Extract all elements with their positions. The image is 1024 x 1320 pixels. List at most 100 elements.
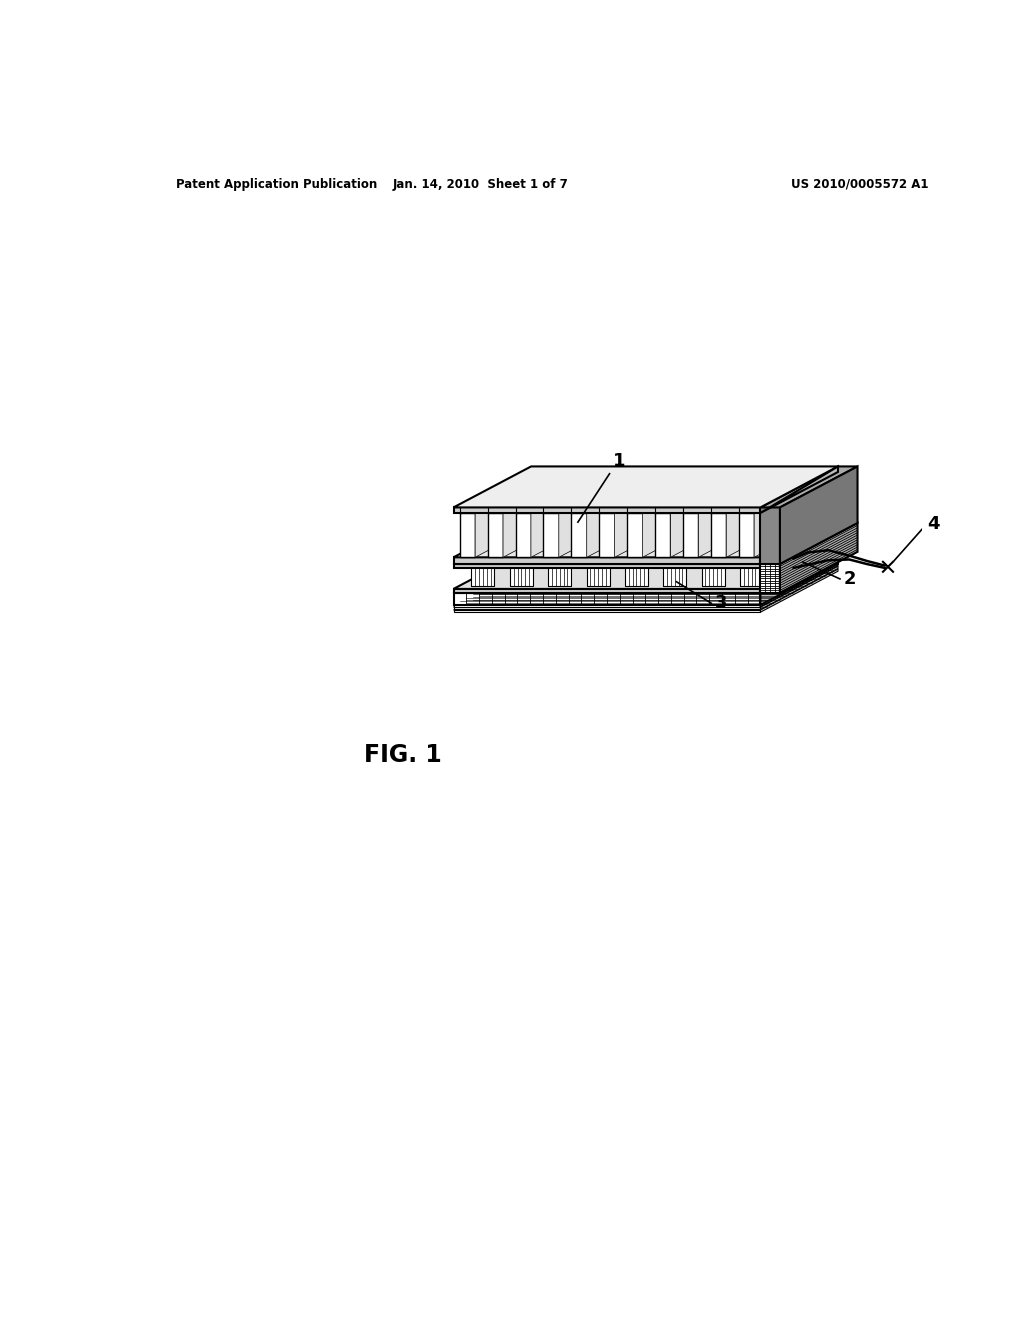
Polygon shape bbox=[587, 565, 609, 586]
Polygon shape bbox=[711, 473, 804, 513]
Polygon shape bbox=[530, 473, 608, 557]
Polygon shape bbox=[544, 473, 637, 513]
Polygon shape bbox=[454, 607, 761, 610]
Polygon shape bbox=[625, 556, 665, 565]
Polygon shape bbox=[498, 543, 538, 550]
Polygon shape bbox=[471, 556, 511, 565]
Polygon shape bbox=[780, 523, 857, 593]
Polygon shape bbox=[761, 507, 780, 564]
Polygon shape bbox=[515, 473, 608, 513]
Polygon shape bbox=[548, 565, 571, 586]
Polygon shape bbox=[651, 543, 690, 550]
Polygon shape bbox=[454, 605, 761, 607]
Polygon shape bbox=[614, 473, 692, 557]
Polygon shape bbox=[587, 556, 627, 565]
Polygon shape bbox=[454, 566, 838, 607]
Polygon shape bbox=[454, 569, 838, 610]
Polygon shape bbox=[754, 528, 794, 537]
Polygon shape bbox=[642, 473, 720, 557]
Polygon shape bbox=[454, 466, 838, 507]
Polygon shape bbox=[761, 523, 838, 568]
Polygon shape bbox=[788, 543, 806, 572]
Polygon shape bbox=[460, 513, 475, 557]
Polygon shape bbox=[561, 528, 601, 537]
Polygon shape bbox=[454, 589, 761, 593]
Polygon shape bbox=[740, 565, 763, 586]
Polygon shape bbox=[738, 473, 831, 513]
Polygon shape bbox=[627, 513, 642, 557]
Polygon shape bbox=[454, 507, 761, 513]
Text: Jan. 14, 2010  Sheet 1 of 7: Jan. 14, 2010 Sheet 1 of 7 bbox=[393, 178, 568, 190]
Polygon shape bbox=[454, 548, 838, 589]
Polygon shape bbox=[600, 528, 640, 537]
Polygon shape bbox=[761, 523, 857, 564]
Polygon shape bbox=[487, 473, 581, 513]
Polygon shape bbox=[454, 593, 761, 605]
Polygon shape bbox=[740, 556, 780, 565]
Polygon shape bbox=[487, 513, 503, 557]
Polygon shape bbox=[780, 466, 857, 564]
Polygon shape bbox=[536, 543, 575, 550]
Polygon shape bbox=[761, 552, 838, 605]
Polygon shape bbox=[655, 513, 671, 557]
Text: FIG. 1: FIG. 1 bbox=[365, 743, 442, 767]
Polygon shape bbox=[510, 556, 550, 565]
Polygon shape bbox=[503, 473, 581, 557]
Polygon shape bbox=[454, 564, 761, 568]
Polygon shape bbox=[761, 466, 857, 507]
Polygon shape bbox=[701, 556, 741, 565]
Polygon shape bbox=[510, 565, 532, 586]
Text: 4: 4 bbox=[927, 515, 939, 533]
Polygon shape bbox=[475, 473, 553, 557]
Polygon shape bbox=[548, 556, 588, 565]
Polygon shape bbox=[638, 528, 678, 537]
Polygon shape bbox=[727, 543, 767, 550]
Polygon shape bbox=[683, 473, 776, 513]
Polygon shape bbox=[689, 543, 729, 550]
Polygon shape bbox=[711, 513, 726, 557]
Polygon shape bbox=[792, 528, 831, 537]
Polygon shape bbox=[671, 473, 748, 557]
Text: 3: 3 bbox=[715, 594, 728, 612]
Polygon shape bbox=[454, 523, 838, 564]
Polygon shape bbox=[454, 557, 761, 564]
Polygon shape bbox=[761, 548, 838, 593]
Polygon shape bbox=[761, 516, 838, 564]
Text: US 2010/0005572 A1: US 2010/0005572 A1 bbox=[791, 178, 928, 190]
Polygon shape bbox=[599, 473, 692, 513]
Polygon shape bbox=[454, 516, 838, 557]
Polygon shape bbox=[664, 565, 686, 586]
Polygon shape bbox=[754, 473, 831, 557]
Polygon shape bbox=[574, 543, 614, 550]
Polygon shape bbox=[544, 513, 559, 557]
Polygon shape bbox=[761, 569, 838, 612]
Polygon shape bbox=[471, 565, 495, 586]
Polygon shape bbox=[571, 473, 665, 513]
Polygon shape bbox=[766, 543, 806, 550]
Text: Patent Application Publication: Patent Application Publication bbox=[176, 178, 377, 190]
Polygon shape bbox=[715, 528, 755, 537]
Polygon shape bbox=[523, 528, 563, 537]
Polygon shape bbox=[612, 543, 652, 550]
Polygon shape bbox=[655, 473, 748, 513]
Polygon shape bbox=[587, 473, 665, 557]
Polygon shape bbox=[761, 564, 780, 593]
Polygon shape bbox=[726, 473, 804, 557]
Polygon shape bbox=[599, 513, 614, 557]
Polygon shape bbox=[761, 466, 838, 513]
Polygon shape bbox=[761, 566, 838, 610]
Polygon shape bbox=[627, 473, 720, 513]
Text: 2: 2 bbox=[844, 570, 856, 587]
Polygon shape bbox=[738, 513, 754, 557]
Polygon shape bbox=[625, 565, 648, 586]
Polygon shape bbox=[454, 552, 838, 593]
Polygon shape bbox=[683, 513, 698, 557]
Polygon shape bbox=[515, 513, 530, 557]
Polygon shape bbox=[815, 528, 831, 558]
Polygon shape bbox=[460, 473, 553, 513]
Polygon shape bbox=[571, 513, 587, 557]
Polygon shape bbox=[761, 564, 838, 607]
Polygon shape bbox=[454, 610, 761, 612]
Polygon shape bbox=[701, 565, 725, 586]
Polygon shape bbox=[763, 556, 780, 586]
